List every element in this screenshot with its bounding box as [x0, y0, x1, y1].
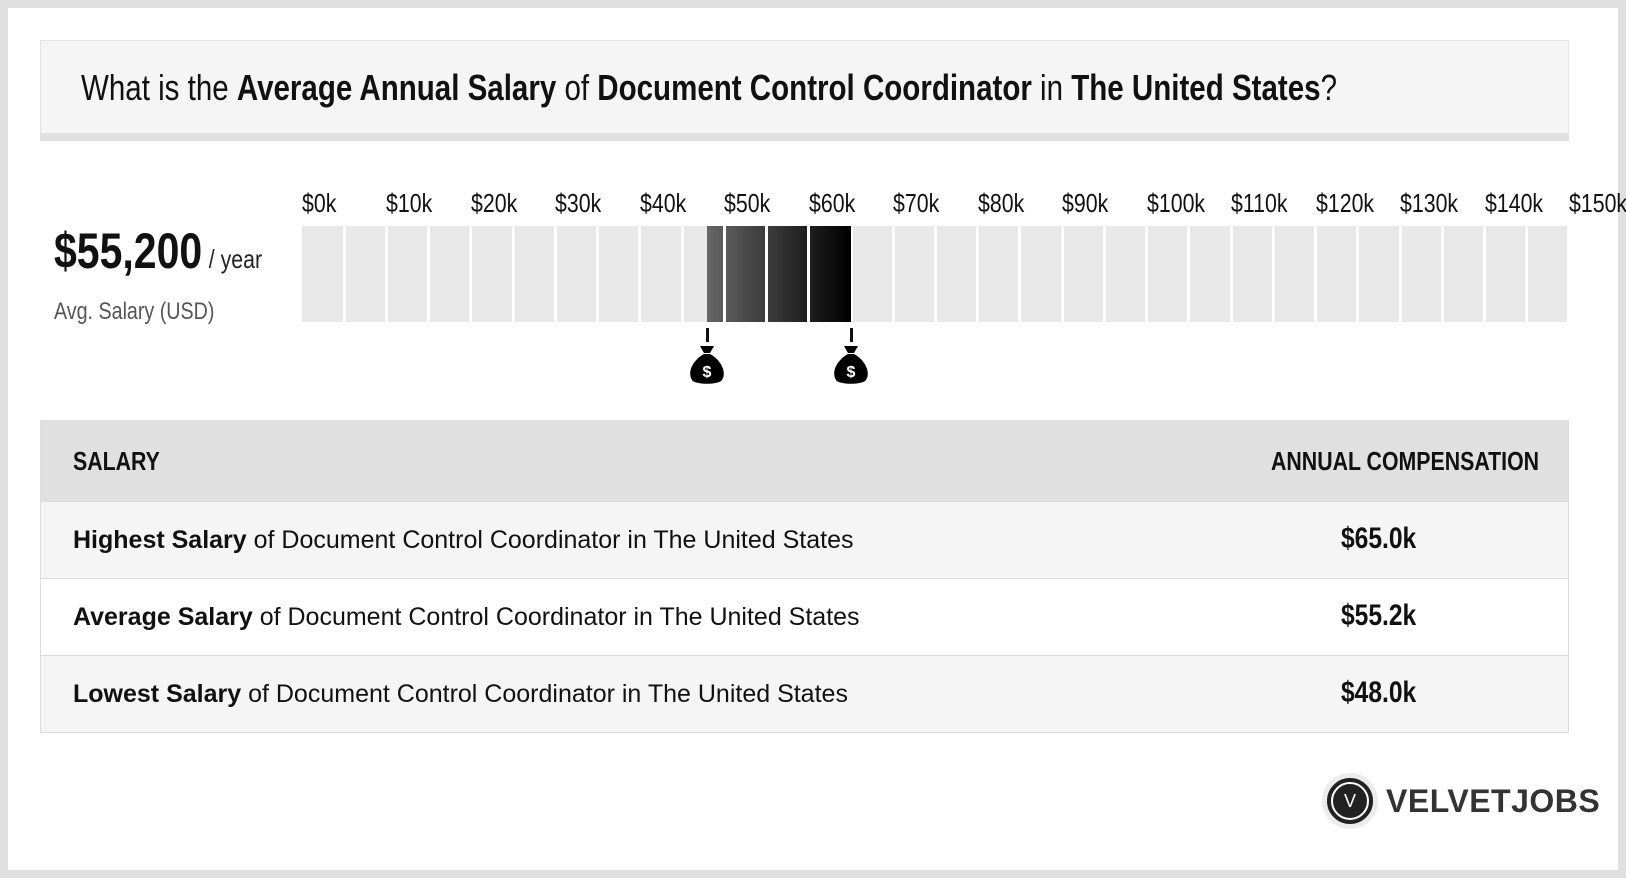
marker-line: [849, 328, 853, 342]
title-text: in: [1031, 67, 1072, 108]
bar-segment: [345, 226, 385, 322]
tick-label: $120k: [1315, 188, 1374, 218]
bar-fill-segment: [810, 226, 852, 322]
bar-segment: [514, 226, 554, 322]
table-row: Highest Salary of Document Control Coord…: [41, 501, 1568, 578]
logo-circle-icon: V: [1322, 773, 1378, 829]
tick-labels: $0k $10k $20k $30k $40k $50k $60k $70k $80k $90k $…: [302, 188, 1626, 222]
bar-segment: [1317, 226, 1357, 322]
tick-label: $10k: [386, 188, 433, 218]
bar-segment: [852, 226, 892, 322]
row-label-bold: Highest Salary: [73, 526, 247, 554]
row-label: Highest Salary of Document Control Coord…: [73, 526, 854, 555]
row-label-bold: Lowest Salary: [73, 680, 242, 708]
bar-fill-segment: [707, 226, 723, 322]
bar-segment: [556, 226, 597, 322]
row-label: Lowest Salary of Document Control Coordi…: [73, 680, 848, 709]
period-label: / year: [208, 244, 263, 274]
question-header: What is the Average Annual Salary of Doc…: [40, 40, 1569, 141]
table-row: Lowest Salary of Document Control Coordi…: [41, 655, 1568, 732]
bar-fill-segment: [768, 226, 808, 322]
bar-segment: [1063, 226, 1103, 322]
average-salary: $55,200/ year: [54, 222, 262, 280]
tick-label: $60k: [808, 188, 856, 218]
tick-label: $40k: [639, 188, 687, 218]
bar-segment: [472, 226, 512, 322]
row-label-rest: of Document Control Coordinator in The U…: [252, 603, 860, 631]
average-amount: $55,200: [54, 223, 203, 279]
tick-label: $100k: [1146, 188, 1205, 218]
tick-label: $150k+: [1569, 188, 1626, 218]
money-bag-icon: $: [834, 346, 868, 384]
bar-segment: [1486, 226, 1526, 322]
column-header-salary: SALARY: [73, 446, 160, 476]
marker-line: [705, 328, 709, 342]
bar-segment: [302, 226, 343, 322]
bar-segment: [979, 226, 1019, 322]
bar-segment: [1190, 226, 1230, 322]
salary-marker: $: [833, 328, 869, 391]
bar-segment: [1105, 226, 1146, 322]
row-value: $55.2k: [1341, 599, 1417, 632]
title-text: of: [556, 67, 598, 108]
row-label-rest: of Document Control Coordinator in The U…: [241, 680, 848, 708]
row-label-rest: of Document Control Coordinator in The U…: [246, 526, 854, 554]
bar-segment: [1232, 226, 1272, 322]
bar-segment: [387, 226, 428, 322]
bar-segment: [599, 226, 639, 322]
title-text: What is the: [81, 67, 237, 108]
average-label: Avg. Salary (USD): [54, 298, 215, 325]
row-value: $48.0k: [1341, 676, 1417, 709]
tick-label: $80k: [977, 188, 1024, 218]
salary-marker: $: [689, 328, 725, 391]
row-label: Average Salary of Document Control Coord…: [73, 603, 860, 632]
marker-glyph: $: [847, 364, 856, 381]
tick-label: $30k: [555, 188, 602, 218]
tick-label: $130k: [1400, 188, 1459, 218]
title-bold: Document Control Coordinator: [597, 67, 1032, 108]
logo-text: VELVETJOBS: [1386, 782, 1601, 819]
bar-segment: [1359, 226, 1399, 322]
logo-letter: V: [1331, 782, 1369, 820]
table-header: SALARY ANNUAL COMPENSATION: [41, 420, 1568, 501]
tick-label: $90k: [1062, 188, 1109, 218]
tick-label: $140k: [1484, 188, 1543, 218]
money-bag-icon: $: [690, 346, 725, 384]
bar-fill-segment: [725, 226, 766, 322]
row-value: $65.0k: [1341, 522, 1417, 555]
title-bold: The United States: [1071, 67, 1321, 108]
bar-segment: [894, 226, 934, 322]
tick-label: $110k: [1231, 188, 1288, 218]
bar-segment: [1443, 226, 1484, 322]
bar-segment: [1528, 226, 1568, 322]
page-title: What is the Average Annual Salary of Doc…: [81, 67, 1337, 109]
table-row: Average Salary of Document Control Coord…: [41, 578, 1568, 655]
bar-segment: [1148, 226, 1188, 322]
column-header-compensation: ANNUAL COMPENSATION: [1271, 446, 1540, 476]
title-text: ?: [1320, 67, 1337, 108]
velvetjobs-logo[interactable]: V VELVETJOBS: [1322, 773, 1600, 829]
tick-label: $0k: [302, 188, 337, 218]
bar-segment: [1401, 226, 1441, 322]
bar-segment: [641, 226, 681, 322]
table-body: Highest Salary of Document Control Coord…: [41, 501, 1568, 732]
row-label-bold: Average Salary: [73, 603, 253, 631]
tick-label: $70k: [893, 188, 940, 218]
bar-segment: [430, 226, 470, 322]
salary-range-bar: [302, 226, 1569, 322]
tick-label: $20k: [470, 188, 518, 218]
marker-glyph: $: [703, 364, 712, 381]
bar-segment: [1021, 226, 1061, 322]
salary-table: SALARY ANNUAL COMPENSATION Highest Salar…: [40, 420, 1569, 733]
title-bold: Average Annual Salary: [236, 67, 557, 108]
bar-segment: [1274, 226, 1315, 322]
bar-segment: [937, 226, 977, 322]
tick-label: $50k: [724, 188, 771, 218]
